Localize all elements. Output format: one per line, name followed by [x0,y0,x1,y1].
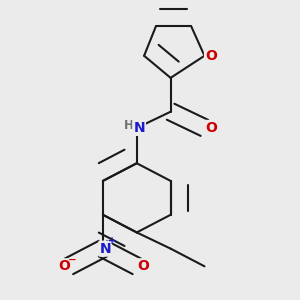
Text: O: O [205,49,217,63]
Text: O: O [58,259,70,273]
Text: N: N [133,121,145,135]
Text: +: + [108,236,116,246]
Text: −: − [68,255,76,265]
Text: O: O [137,259,149,273]
Text: N: N [99,242,111,256]
Text: H: H [124,119,134,132]
Text: O: O [205,121,217,135]
